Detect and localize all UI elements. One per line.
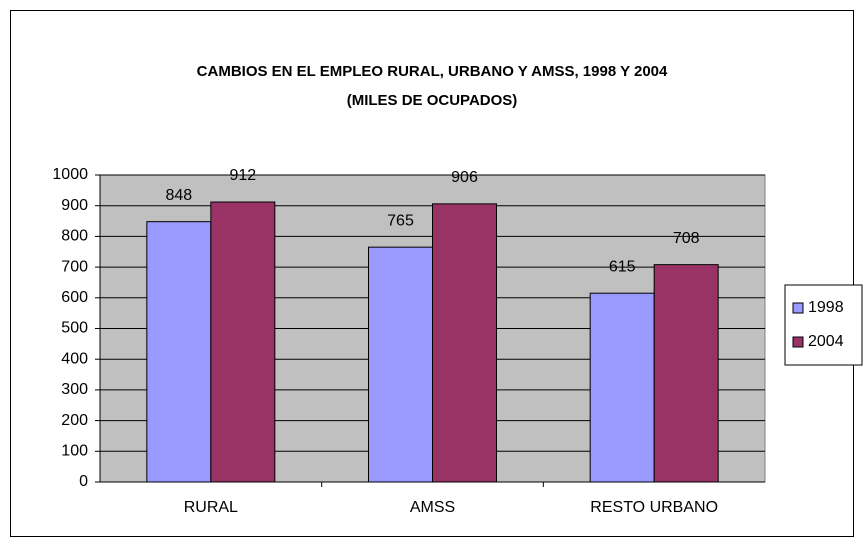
legend-swatch (792, 336, 804, 348)
data-label: 906 (451, 169, 478, 186)
y-tick-label: 0 (79, 473, 88, 490)
y-tick-label: 100 (61, 443, 88, 460)
legend-swatch (792, 302, 804, 314)
legend-label: 1998 (808, 299, 844, 316)
y-tick-label: 200 (61, 412, 88, 429)
data-label: 708 (673, 230, 700, 247)
data-label: 765 (387, 212, 414, 229)
x-tick-label: RURAL (184, 499, 238, 516)
y-tick-label: 300 (61, 381, 88, 398)
bar (210, 201, 276, 483)
y-tick-label: 400 (61, 350, 88, 367)
y-tick-label: 600 (61, 289, 88, 306)
chart-subtitle: (MILES DE OCUPADOS) (347, 92, 518, 109)
bar (146, 221, 212, 483)
bar (368, 246, 433, 483)
data-label: 615 (609, 258, 636, 275)
x-tick-label: AMSS (410, 499, 455, 516)
bar (589, 292, 655, 483)
y-tick-label: 500 (61, 320, 88, 337)
legend-box (784, 284, 863, 366)
y-tick-label: 700 (61, 258, 88, 275)
y-tick-label: 1000 (52, 166, 88, 183)
legend-label: 2004 (808, 333, 844, 350)
chart-title: CAMBIOS EN EL EMPLEO RURAL, URBANO Y AMS… (197, 63, 668, 80)
bar (432, 203, 497, 483)
x-tick-label: RESTO URBANO (590, 499, 718, 516)
y-tick-label: 900 (61, 197, 88, 214)
bar (653, 264, 719, 483)
y-tick-label: 800 (61, 228, 88, 245)
data-label: 912 (229, 167, 256, 184)
data-label: 848 (165, 187, 192, 204)
